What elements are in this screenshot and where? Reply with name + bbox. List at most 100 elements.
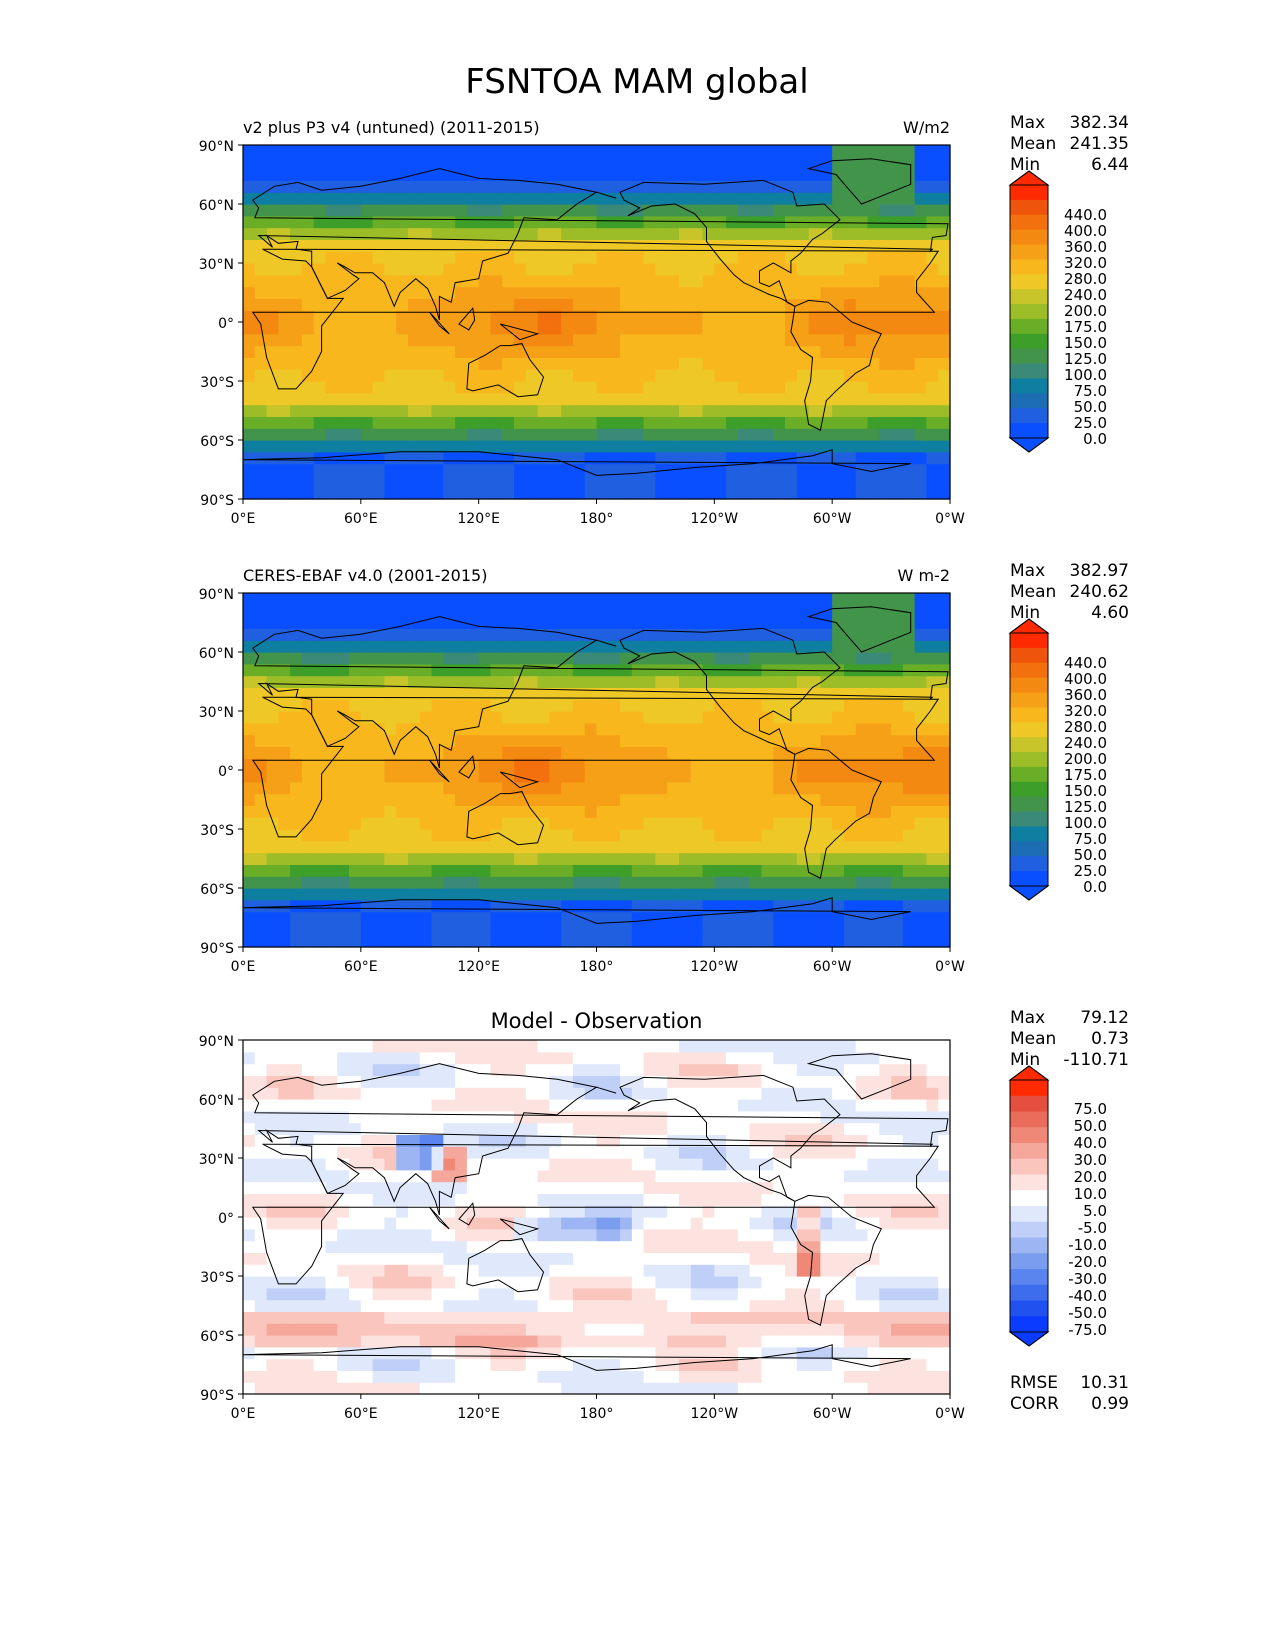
map-cell [702,416,715,429]
map-cell [431,899,444,913]
map-cell [914,369,928,382]
map-cell [243,817,256,830]
map-cell [761,440,774,453]
map-cell [266,1193,279,1206]
map-cell [372,923,385,936]
map-cell [808,923,821,936]
map-cell [938,1181,951,1194]
map-cell [466,1158,480,1171]
map-cell [938,711,951,724]
map-cell [466,793,480,806]
map-cell [596,227,609,240]
map-cell [243,310,256,323]
map-cell [749,1287,763,1301]
map-cell [891,204,904,217]
map-cell [243,722,256,736]
map-cell [384,805,397,818]
map-cell [502,156,515,170]
map-cell [914,1264,928,1277]
map-cell [785,1181,798,1194]
map-cell [690,923,704,936]
map-cell [820,1335,833,1348]
map-cell [690,1382,704,1395]
map-cell [808,263,821,276]
map-cell [349,1382,362,1395]
map-cell [537,840,550,854]
map-cell [407,593,421,606]
map-cell [278,1240,291,1253]
map-cell [785,1335,798,1348]
map-cell [537,416,550,429]
lat-tick-label: 30°N [199,257,234,273]
map-cell [832,1193,845,1206]
map-cell [349,1287,362,1301]
map-cell [596,1358,609,1371]
map-cell [737,381,751,394]
map-cell [349,227,362,240]
map-cell [702,699,715,712]
map-cell [702,1181,715,1194]
map-cell [608,345,621,358]
map-cell [561,888,574,901]
colorbar-level: 100.0 [1064,366,1107,384]
map-cell [608,640,621,653]
map-cell [690,687,704,700]
map-cell [843,251,857,264]
map-cell [549,1276,562,1289]
map-cell [549,781,562,795]
map-cell [879,156,892,170]
map-cell [678,1335,692,1348]
map-cell [773,451,786,465]
map-cell [360,628,374,641]
map-cell [525,829,539,842]
map-cell [796,876,810,889]
map-cell [561,310,574,323]
map-cell [843,1299,857,1312]
map-cell [266,1382,279,1395]
map-cell [808,699,821,712]
colorbar-swatch [1010,722,1048,738]
map-cell [266,911,279,924]
map-cell [455,1169,468,1183]
map-cell [243,1264,256,1277]
map-cell [620,215,633,229]
map-cell [243,1276,256,1289]
map-cell [278,852,291,865]
map-cell [749,876,763,889]
map-cell [301,1252,315,1265]
map-cell [726,369,739,382]
map-cell [349,593,362,606]
map-cell [278,404,291,417]
map-cell [466,204,480,217]
map-cell [902,781,916,795]
map-cell [596,180,609,193]
map-cell [514,640,527,653]
map-cell [796,840,810,854]
map-cell [902,322,916,335]
map-cell [667,758,680,771]
map-cell [419,864,433,877]
colorbar-swatch [1010,318,1048,335]
map-cell [643,1252,657,1265]
map-cell [266,322,279,335]
map-cell [643,746,657,759]
map-cell [643,640,657,653]
map-cell [407,1217,421,1230]
map-cell [466,487,480,500]
map-cell [714,616,727,629]
map-cell [584,1205,598,1218]
map-cell [773,156,786,170]
map-cell [596,145,609,158]
map-cell [855,404,869,417]
map-cell [832,227,845,240]
map-cell [926,888,939,901]
map-cell [832,923,845,936]
map-cell [419,746,433,759]
map-cell [396,1299,409,1312]
map-cell [726,168,739,181]
map-cell [337,663,350,677]
map-cell [832,1228,845,1242]
map-cell [584,663,598,677]
map-cell [643,227,657,240]
map-cell [525,381,539,394]
